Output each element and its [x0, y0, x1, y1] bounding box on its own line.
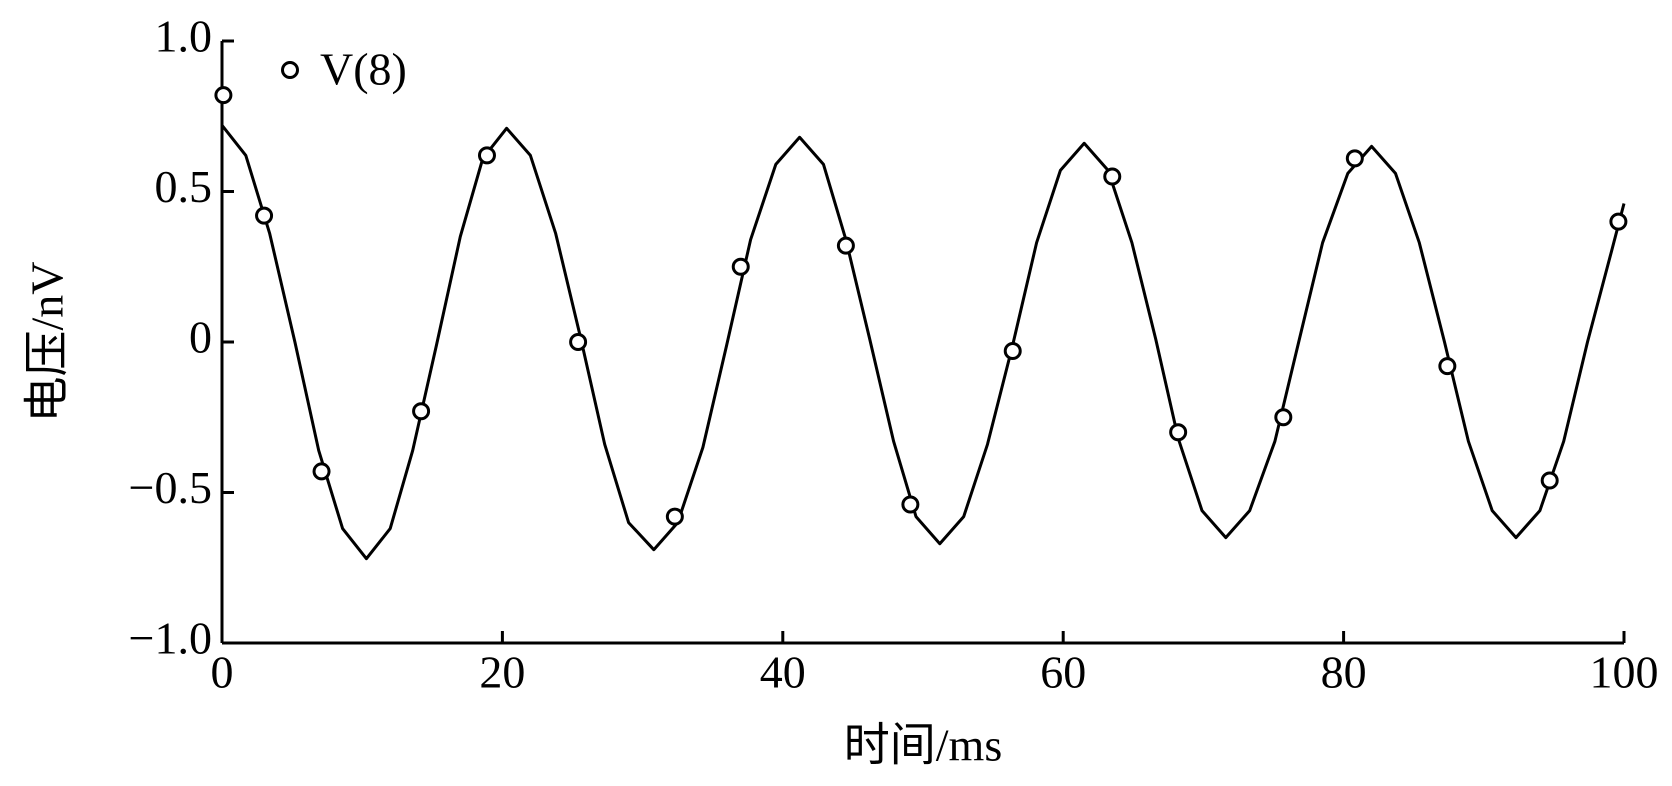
x-tick-label: 80: [1321, 647, 1367, 698]
x-tick-label: 0: [211, 647, 234, 698]
data-point: [1103, 167, 1122, 186]
y-tick-label: −0.5: [129, 462, 212, 513]
x-tick-label: 60: [1040, 647, 1086, 698]
data-point: [731, 257, 750, 276]
data-point: [836, 236, 855, 255]
x-tick-label: 100: [1590, 647, 1659, 698]
data-point: [1540, 471, 1559, 490]
data-point: [1274, 408, 1293, 427]
data-line: [220, 124, 1626, 561]
y-tick-label: 1.0: [155, 11, 213, 62]
data-point: [477, 146, 496, 165]
data-point: [901, 495, 920, 514]
legend-marker: [281, 61, 299, 79]
data-point: [1003, 342, 1022, 361]
data-point: [569, 333, 588, 351]
data-point: [255, 206, 274, 225]
data-point: [214, 86, 233, 105]
data-point: [665, 507, 684, 526]
data-point: [1609, 212, 1628, 231]
x-tick-label: 20: [479, 647, 525, 698]
data-point: [412, 402, 431, 421]
y-tick-label: −1.0: [129, 613, 212, 664]
data-point: [1169, 423, 1188, 442]
x-axis-label: 时间/ms: [844, 720, 1002, 771]
data-point: [1438, 357, 1457, 376]
legend-label: V(8): [320, 44, 407, 95]
y-axis-label: 电压/nV: [22, 262, 73, 423]
data-point: [312, 462, 331, 481]
x-tick-label: 40: [760, 647, 806, 698]
y-tick-label: 0.5: [155, 161, 213, 212]
data-point: [1345, 149, 1364, 168]
y-tick-label: 0: [189, 312, 212, 363]
